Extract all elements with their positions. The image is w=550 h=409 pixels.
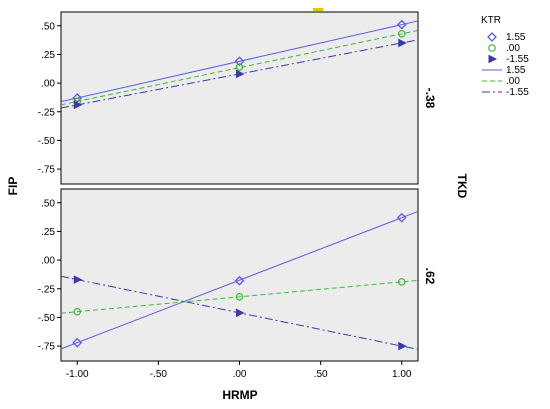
legend-label-1: 1.55 bbox=[506, 32, 526, 43]
data-point-series-2-panel-1 bbox=[397, 29, 406, 38]
fit-line-2-panel-1 bbox=[60, 29, 419, 106]
panel-label-top: -.38 bbox=[423, 88, 437, 109]
data-point-series-2-panel-2 bbox=[73, 307, 82, 316]
y-tick-label: -.75 bbox=[38, 342, 56, 353]
panel-top-background bbox=[60, 11, 419, 185]
y-tick-label: .50 bbox=[41, 21, 55, 32]
x-tick-label: -.50 bbox=[150, 369, 168, 380]
legend-title: KTR bbox=[481, 15, 501, 26]
y-tick-label: .50 bbox=[41, 198, 55, 209]
legend: KTR 1.55.00-1.551.55.00-1.55 bbox=[481, 15, 529, 98]
y-tick-label: -.25 bbox=[38, 107, 56, 118]
y-tick-label: .00 bbox=[41, 79, 55, 90]
legend-label-4: 1.55 bbox=[506, 65, 526, 76]
tick-layer: .50 .25 .00 -.25 -.50 -.75 .50 .25 .00 -.25 -.50 -.… bbox=[38, 21, 412, 380]
data-point-series-1-panel-2 bbox=[234, 275, 245, 286]
data-point-series-2-panel-2 bbox=[235, 292, 244, 301]
y-axis-title: FIP bbox=[6, 177, 20, 196]
data-point-series-2-panel-1 bbox=[235, 63, 244, 71]
data-point-series-3-panel-1 bbox=[73, 100, 83, 110]
data-point-series-3-panel-2 bbox=[236, 308, 245, 318]
legend-label-3: -1.55 bbox=[506, 54, 529, 65]
data-point-series-3-panel-1 bbox=[398, 38, 407, 48]
data-point-series-1-panel-2 bbox=[396, 212, 407, 223]
data-point-series-1-panel-1 bbox=[234, 56, 245, 67]
data-point-series-1-panel-1 bbox=[72, 93, 83, 103]
x-axis-title: HRMP bbox=[222, 388, 257, 402]
y-tick-label: .25 bbox=[41, 50, 55, 61]
fit-line-1-panel-1 bbox=[60, 20, 419, 103]
panel-variable-title: TKD bbox=[455, 174, 469, 199]
x-tick-label: .50 bbox=[314, 369, 328, 380]
y-tick-label: -.75 bbox=[38, 165, 56, 176]
legend-marker-3 bbox=[488, 54, 498, 64]
x-tick-label: -1.00 bbox=[66, 369, 89, 380]
x-tick-label: 1.00 bbox=[392, 369, 412, 380]
top-marker bbox=[313, 8, 323, 11]
legend-marker-1 bbox=[487, 32, 497, 42]
data-point-series-2-panel-2 bbox=[397, 278, 406, 286]
y-tick-label: .00 bbox=[41, 256, 55, 267]
legend-label-5: .00 bbox=[506, 76, 520, 87]
fit-line-2-panel-2 bbox=[60, 279, 419, 314]
y-tick-label: -.50 bbox=[38, 136, 56, 147]
y-tick-label: -.50 bbox=[38, 313, 56, 324]
fit-line-1-panel-2 bbox=[60, 210, 419, 350]
y-tick-label: -.25 bbox=[38, 284, 56, 295]
panel-label-bottom: .62 bbox=[423, 268, 437, 285]
data-point-series-3-panel-2 bbox=[73, 275, 83, 284]
x-tick-label: .00 bbox=[233, 369, 247, 380]
data-lines-layer bbox=[60, 19, 419, 351]
data-point-series-3-panel-1 bbox=[236, 69, 245, 79]
data-point-series-3-panel-2 bbox=[398, 341, 407, 351]
panel-bottom-background bbox=[60, 188, 419, 362]
legend-marker-2 bbox=[488, 44, 496, 52]
y-tick-label: .25 bbox=[41, 227, 55, 238]
legend-label-6: -1.55 bbox=[506, 87, 529, 98]
legend-label-2: .00 bbox=[506, 43, 520, 54]
data-point-series-1-panel-2 bbox=[72, 337, 83, 348]
data-point-series-1-panel-1 bbox=[396, 19, 407, 30]
